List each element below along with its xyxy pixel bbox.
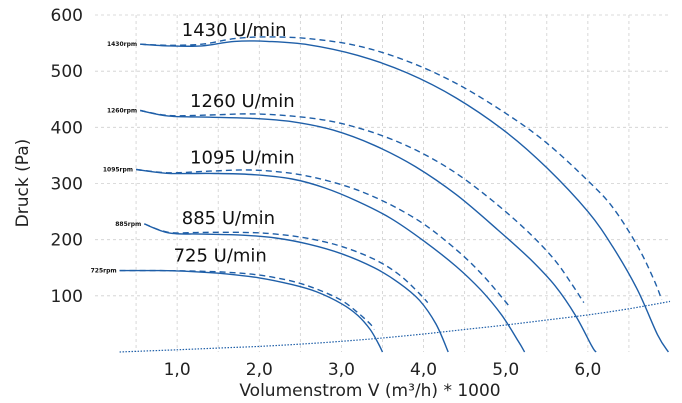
y-tick-label: 300 (51, 175, 83, 195)
speed-label: 1095 U/min (190, 147, 295, 168)
speed-label: 725 U/min (174, 246, 267, 267)
fan-curve-dashed-1 (140, 109, 585, 303)
x-tick-label: 1,0 (164, 360, 191, 380)
rpm-label: 885rpm (115, 221, 141, 228)
y-tick-label: 200 (51, 231, 83, 251)
curve-labels: 1430rpm 1430 U/min 1260rpm 1260 U/min 1095rp… (91, 20, 295, 275)
fan-curve-solid-2 (136, 168, 526, 353)
fan-curve-dashed-4 (119, 269, 375, 330)
speed-label: 885 U/min (182, 208, 275, 229)
x-tick-label: 2,0 (246, 360, 273, 380)
rpm-label: 1095rpm (103, 166, 133, 173)
fan-curve-solid-1 (140, 109, 597, 353)
grid-lines (95, 14, 670, 352)
system-curve-group (119, 300, 671, 353)
rpm-label: 725rpm (91, 268, 117, 275)
y-tick-label: 400 (51, 118, 83, 138)
speed-label: 1430 U/min (182, 20, 287, 41)
fan-curve-solid-0 (140, 40, 669, 353)
y-axis-title: Druck (Pa) (13, 139, 33, 228)
fan-curve-solid-4 (119, 269, 384, 353)
x-tick-label: 3,0 (328, 360, 355, 380)
x-axis-title: Volumenstrom V (m³/h) * 1000 (239, 381, 500, 401)
x-tick-label: 5,0 (492, 360, 519, 380)
tick-labels: 100 200 300 400 500 600 1,0 2,0 3,0 4,0 5,0 6,0 (51, 6, 602, 380)
x-tick-label: 4,0 (410, 360, 437, 380)
rpm-label: 1430rpm (107, 41, 137, 48)
fan-curve-dashed-3 (144, 223, 429, 304)
system-curve (119, 300, 671, 353)
x-tick-label: 6,0 (574, 360, 601, 380)
rpm-label: 1260rpm (107, 107, 137, 114)
fan-curves (119, 36, 669, 353)
speed-label: 1260 U/min (190, 91, 295, 112)
fan-curve-dashed-2 (136, 168, 511, 308)
fan-curve-solid-3 (144, 223, 449, 353)
y-tick-label: 500 (51, 62, 83, 82)
y-tick-label: 100 (51, 287, 83, 307)
y-tick-label: 600 (51, 6, 83, 26)
